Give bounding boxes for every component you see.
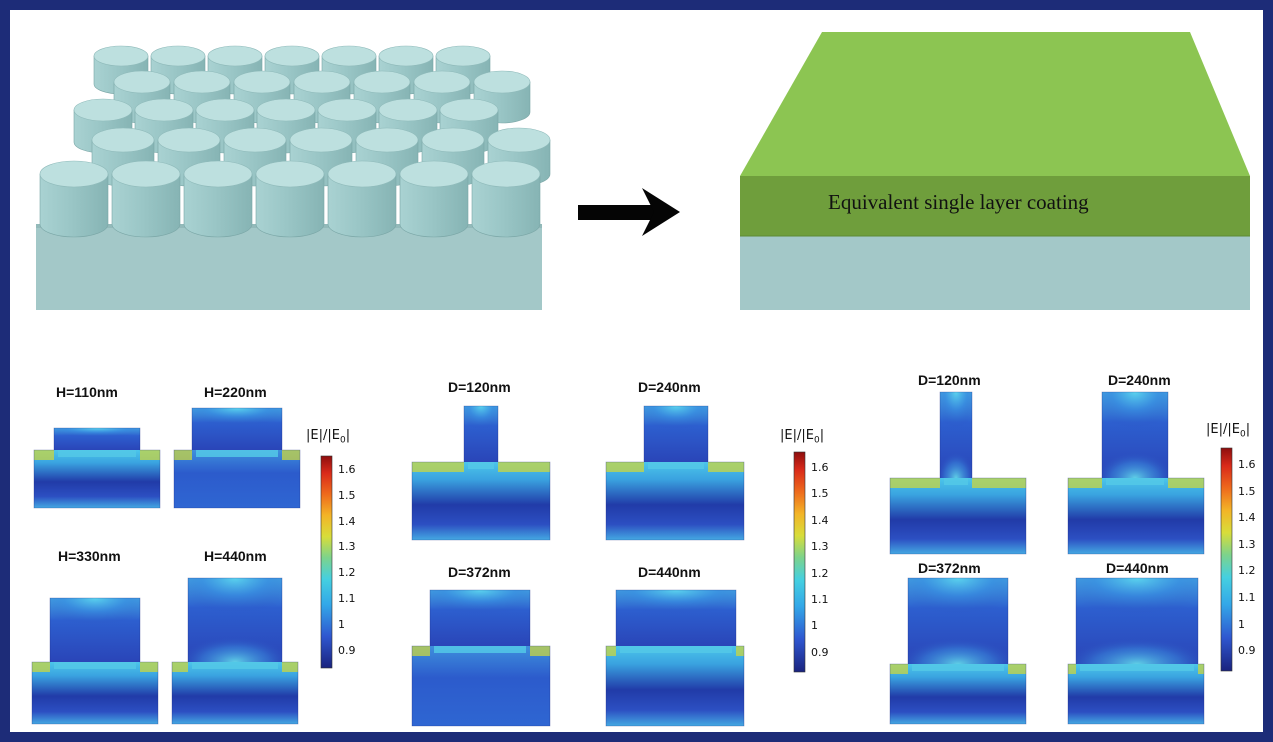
colorbar-tick-label: 1.5 bbox=[811, 487, 829, 501]
colorbar-tick-label: 0.9 bbox=[1238, 644, 1256, 658]
pillar-shape bbox=[255, 160, 325, 238]
colorbar-tick-label: 1.2 bbox=[1238, 564, 1256, 578]
pillar-shape bbox=[327, 160, 397, 238]
field-label: D=440nm bbox=[1106, 560, 1169, 576]
field-map bbox=[411, 405, 551, 541]
field-map bbox=[605, 589, 745, 727]
colorbar-title: |E|/|E0| bbox=[1206, 422, 1251, 440]
equivalent-layer-diagram bbox=[740, 32, 1250, 310]
field-label: H=220nm bbox=[204, 384, 267, 400]
colorbar-title: |E|/|E0| bbox=[780, 428, 825, 446]
figure-art bbox=[31, 32, 1250, 727]
colorbar-tick-label: 1.2 bbox=[811, 566, 829, 580]
field-label: H=440nm bbox=[204, 548, 267, 564]
colorbar-1 bbox=[320, 455, 333, 669]
field-label: H=330nm bbox=[58, 548, 121, 564]
colorbar-tick-label: 0.9 bbox=[338, 643, 356, 657]
field-label: D=240nm bbox=[1108, 372, 1171, 388]
colorbar-tick-label: 1.5 bbox=[1238, 484, 1256, 498]
pillar-array-diagram bbox=[36, 45, 551, 310]
field-label: D=120nm bbox=[918, 372, 981, 388]
colorbar-tick-label: 1.1 bbox=[338, 592, 356, 605]
colorbar-tick-label: 1 bbox=[338, 617, 345, 631]
field-map bbox=[173, 407, 301, 509]
field-map bbox=[889, 577, 1027, 725]
field-maps bbox=[31, 391, 1205, 727]
colorbar-tick-label: 1.6 bbox=[338, 463, 356, 476]
colorbar-tick-label: 1.4 bbox=[811, 513, 829, 527]
coating-label: Equivalent single layer coating bbox=[828, 190, 1089, 214]
colorbar-tick-label: 1.1 bbox=[1238, 591, 1256, 604]
colorbar-tick-label: 1.4 bbox=[1238, 511, 1256, 525]
colorbar-tick-label: 1.3 bbox=[811, 540, 829, 554]
colorbar-tick-label: 1.4 bbox=[338, 514, 356, 528]
field-map bbox=[33, 427, 161, 509]
pillar-shape bbox=[111, 160, 181, 238]
field-label: H=110nm bbox=[56, 384, 118, 400]
colorbar-title: |E|/|E0| bbox=[306, 428, 351, 446]
field-map bbox=[889, 391, 1027, 555]
colorbar-tick-label: 1.6 bbox=[1238, 458, 1256, 471]
field-label: D=372nm bbox=[448, 564, 511, 580]
pillar-shape bbox=[399, 160, 469, 238]
colorbar-tick-label: 1.1 bbox=[811, 593, 829, 606]
field-map bbox=[411, 589, 551, 727]
field-map bbox=[1067, 577, 1205, 725]
pillar-shape bbox=[471, 160, 541, 238]
pillar-shape bbox=[183, 160, 253, 238]
colorbar-tick-label: 1.3 bbox=[338, 540, 356, 554]
colorbar-tick-label: 1.6 bbox=[811, 461, 829, 474]
colorbar-tick-label: 1.5 bbox=[338, 488, 356, 502]
colorbar-tick-label: 1.3 bbox=[1238, 537, 1256, 551]
right-arrow-icon bbox=[578, 188, 680, 236]
field-map bbox=[31, 597, 159, 725]
field-label: D=240nm bbox=[638, 379, 701, 395]
colorbar-3 bbox=[1220, 447, 1233, 672]
field-label: D=440nm bbox=[638, 564, 701, 580]
figure-panel: Equivalent single layer coating H=110nm … bbox=[10, 10, 1263, 732]
field-label: D=120nm bbox=[448, 379, 511, 395]
pillar-shape bbox=[39, 160, 109, 238]
colorbar-tick-label: 1 bbox=[811, 619, 818, 633]
colorbar-tick-label: 1 bbox=[1238, 617, 1245, 631]
field-label: D=372nm bbox=[918, 560, 981, 576]
colorbar-2 bbox=[793, 451, 806, 673]
colorbar-tick-label: 1.2 bbox=[338, 566, 356, 580]
field-map bbox=[171, 577, 299, 725]
colorbar-tick-label: 0.9 bbox=[811, 645, 829, 659]
field-map bbox=[1067, 391, 1205, 555]
field-map bbox=[605, 405, 745, 541]
